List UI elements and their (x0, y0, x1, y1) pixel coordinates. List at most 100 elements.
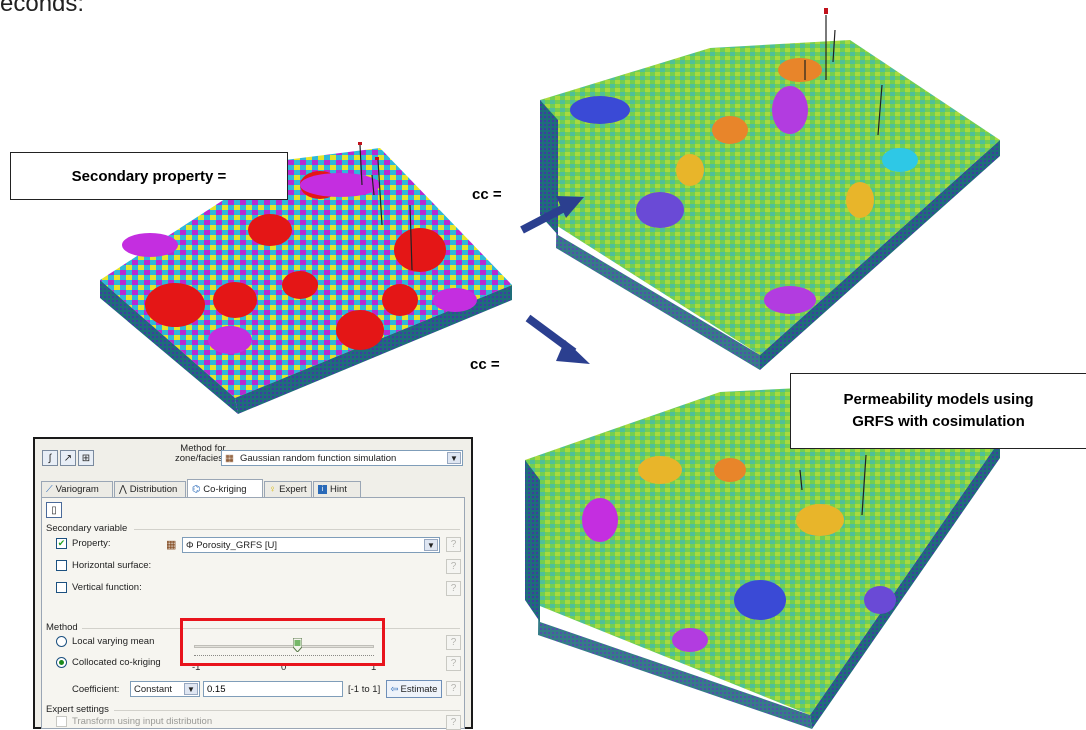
high-cc-model-orange-zones (676, 58, 874, 218)
help-icon[interactable]: ? (446, 581, 461, 596)
grid-icon[interactable]: ⊞ (78, 450, 94, 466)
permeability-callout-line2: GRFS with cosimulation (852, 413, 1025, 430)
slider-mid-label: 0 (281, 662, 287, 673)
slider-thumb[interactable] (292, 637, 303, 653)
chevron-down-icon[interactable]: ▼ (447, 452, 461, 464)
slider-max-label: 1 (371, 662, 377, 673)
tab-variogram[interactable]: ⟋ Variogram (41, 481, 113, 497)
petrel-settings-dialog: ∫ ↗ ⊞ Method for zone/facies: ▦ Gaussian… (33, 437, 473, 730)
coefficient-mode-dropdown[interactable]: Constant ▼ (130, 681, 200, 697)
property-checkbox[interactable]: ✔ (56, 538, 67, 549)
variogram-icon: ⟋ (46, 484, 53, 495)
header-text-fragment: econds: (0, 0, 85, 17)
slider-highlight-box (180, 618, 385, 666)
horizontal-surface-checkbox[interactable] (56, 560, 67, 571)
vertical-function-checkbox[interactable] (56, 582, 67, 593)
help-icon[interactable]: ? (446, 656, 461, 671)
secondary-property-callout: Secondary property = (10, 152, 288, 200)
transform-row: Transform using input distribution (56, 716, 212, 727)
secondary-model-side-left (100, 280, 238, 414)
method-label: Method for zone/facies: (175, 444, 226, 464)
help-icon[interactable]: ? (446, 537, 461, 552)
method-label-line2: zone/facies: (175, 453, 226, 464)
tab-co-kriging-label: Co-kriging (203, 483, 247, 495)
horizontal-surface-label: Horizontal surface: (72, 560, 152, 571)
group-divider (134, 529, 460, 530)
chevron-down-icon[interactable]: ▼ (424, 539, 438, 551)
low-cc-model-color-zones (582, 456, 896, 652)
tab-expert[interactable]: ♀ Expert (264, 481, 312, 497)
chart-icon[interactable]: ↗ (60, 450, 76, 466)
high-cc-model-well-tops (824, 8, 828, 14)
function-icon[interactable]: ∫ (42, 450, 58, 466)
range-hint: [-1 to 1] (348, 684, 381, 695)
arrow-to-high-cc-model (520, 196, 584, 234)
estimate-button[interactable]: ⇦ Estimate (386, 680, 442, 698)
secondary-model-well-tops (358, 142, 379, 160)
arrow-left-icon: ⇦ (390, 683, 399, 695)
hint-icon: i (318, 485, 327, 494)
property-grid-icon: ▦ (166, 539, 177, 551)
vertical-function-label: Vertical function: (72, 582, 142, 593)
property-row: ✔ Property: (56, 538, 111, 549)
property-dropdown[interactable]: Φ Porosity_GRFS [U] ▼ (182, 537, 440, 553)
method-dropdown[interactable]: ▦ Gaussian random function simulation ▼ (221, 450, 463, 466)
high-cc-model-side-right (760, 140, 1000, 370)
tab-distribution[interactable]: ⋀ Distribution (114, 481, 186, 497)
secondary-model-side-right (235, 285, 512, 414)
co-kriging-panel: ▯ Secondary variable ✔ Property: ▦ Φ Por… (41, 497, 465, 730)
high-cc-model-side-left (540, 100, 558, 235)
local-varying-mean-row: Local varying mean (56, 636, 154, 647)
chevron-down-icon[interactable]: ▼ (184, 683, 198, 695)
dialog-toolbar: ∫ ↗ ⊞ (42, 450, 94, 466)
method-group-title: Method (46, 622, 78, 633)
slider-ticks (194, 655, 374, 658)
expert-settings-title: Expert settings (46, 704, 109, 715)
method-label-line1: Method for (180, 443, 226, 454)
permeability-callout-line1: Permeability models using (843, 391, 1034, 408)
cosim-model-low-cc (525, 388, 1000, 729)
transform-checkbox[interactable] (56, 716, 67, 727)
secondary-variable-title: Secondary variable (46, 523, 128, 534)
grid-method-icon: ▦ (225, 452, 234, 464)
coefficient-label: Coefficient: (72, 684, 120, 695)
collocated-cokriging-radio[interactable] (56, 657, 67, 668)
arrow-to-low-cc-model (525, 314, 590, 364)
horizontal-surface-row: Horizontal surface: (56, 560, 151, 571)
high-cc-model-blue-zones (570, 86, 918, 314)
local-varying-mean-radio[interactable] (56, 636, 67, 647)
lightbulb-icon: ♀ (269, 484, 277, 495)
tab-variogram-label: Variogram (55, 484, 99, 495)
secondary-model-wells (359, 144, 413, 271)
secondary-property-model (100, 142, 512, 414)
slider-min-label: -1 (192, 662, 201, 673)
correlation-slider[interactable]: -1 0 1 (190, 637, 378, 678)
estimate-button-label: Estimate (400, 683, 438, 695)
help-icon[interactable]: ? (446, 635, 461, 650)
cc-label-top: cc = (472, 186, 502, 203)
help-icon[interactable]: ? (446, 681, 461, 696)
coefficient-input[interactable] (203, 681, 343, 697)
low-cc-model-side-left (525, 460, 540, 622)
co-kriging-icon: ⌬ (192, 483, 201, 495)
tab-co-kriging[interactable]: ⌬ Co-kriging (187, 479, 263, 498)
help-icon[interactable]: ? (446, 715, 461, 730)
help-icon[interactable]: ? (446, 559, 461, 574)
collocated-cokriging-label: Collocated co-kriging (72, 657, 161, 668)
high-cc-model-wells (804, 15, 883, 136)
local-varying-mean-label: Local varying mean (72, 636, 155, 647)
group-divider (82, 628, 460, 629)
vertical-function-row: Vertical function: (56, 582, 142, 593)
transform-label: Transform using input distribution (72, 716, 213, 727)
method-dropdown-value: Gaussian random function simulation (239, 452, 397, 464)
tab-hint[interactable]: i Hint (313, 481, 361, 497)
tab-distribution-label: Distribution (129, 484, 178, 495)
secondary-property-text: Secondary property = (71, 167, 227, 185)
property-dropdown-value: Φ Porosity_GRFS [U] (186, 539, 277, 551)
new-document-icon[interactable]: ▯ (46, 502, 62, 518)
distribution-icon: ⋀ (119, 484, 127, 495)
coefficient-mode-value: Constant (134, 683, 173, 695)
tab-hint-label: Hint (330, 484, 347, 495)
slider-track (194, 645, 374, 648)
